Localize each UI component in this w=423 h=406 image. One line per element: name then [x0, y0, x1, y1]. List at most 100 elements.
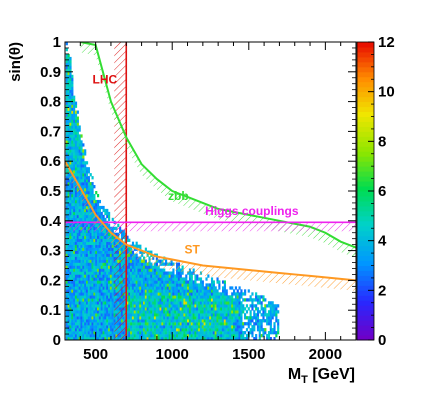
heatmap-cell [97, 283, 100, 287]
heatmap-cell [97, 235, 100, 239]
heatmap-cell [198, 319, 201, 323]
heatmap-cell [104, 286, 107, 290]
heatmap-cell [233, 337, 236, 340]
heatmap-cell [82, 214, 85, 219]
heatmap-cell [73, 259, 76, 263]
heatmap-cell [229, 295, 232, 299]
heatmap-cell [198, 313, 201, 317]
heatmap-cell [74, 289, 78, 293]
heatmap-cell [255, 334, 258, 338]
heatmap-cell [146, 316, 149, 320]
heatmap-cell [89, 292, 92, 296]
heatmap-cell [106, 295, 109, 299]
heatmap-cell [102, 298, 105, 302]
heatmap-cell [137, 322, 140, 326]
heatmap-cell [183, 295, 186, 299]
heatmap-cell [152, 268, 155, 272]
heatmap-cell [192, 337, 195, 340]
heatmap-cell [111, 307, 114, 311]
heatmap-cell [205, 292, 208, 296]
heatmap-cell [157, 298, 160, 302]
heatmap-cell [266, 319, 269, 323]
heatmap-cell [210, 292, 214, 296]
heatmap-cell [185, 283, 188, 287]
heatmap-cell [260, 304, 263, 308]
heatmap-cell [203, 337, 206, 340]
heatmap-cell [65, 328, 68, 332]
heatmap-cell [223, 292, 226, 296]
heatmap-cell [97, 289, 100, 293]
heatmap-cell [212, 319, 215, 323]
heatmap-cell [159, 277, 162, 281]
heatmap-cell [111, 280, 114, 284]
heatmap-cell [135, 262, 138, 266]
heatmap-cell [174, 319, 177, 323]
heatmap-cell [264, 319, 267, 323]
heatmap-cell [137, 313, 140, 317]
heatmap-cell [221, 304, 225, 308]
heatmap-cell [73, 161, 76, 165]
heatmap-cell [139, 292, 142, 296]
heatmap-cell [212, 301, 215, 305]
heatmap-cell [76, 170, 79, 174]
heatmap-cell [133, 325, 136, 329]
heatmap-cell [170, 292, 173, 296]
heatmap-cell [277, 310, 280, 314]
heatmap-cell [231, 301, 234, 305]
colorbar-segment [357, 305, 374, 311]
heatmap-cell [82, 241, 85, 245]
heatmap-cell [65, 83, 68, 87]
heatmap-cell [266, 304, 269, 308]
heatmap-cell [74, 283, 78, 287]
heatmap-cell [229, 316, 232, 320]
heatmap-cell [87, 322, 90, 326]
heatmap-cell [65, 277, 68, 281]
heatmap-cell [87, 229, 90, 234]
heatmap-cell [128, 280, 131, 284]
heatmap-cell [71, 140, 74, 144]
heatmap-cell [163, 271, 166, 275]
heatmap-cell [190, 295, 193, 299]
heatmap-cell [67, 196, 70, 201]
heatmap-cell [104, 331, 107, 335]
heatmap-cell [269, 319, 272, 323]
heatmap-cell [69, 322, 72, 326]
heatmap-cell [165, 283, 168, 287]
heatmap-cell [69, 164, 72, 168]
heatmap-cell [266, 322, 269, 326]
heatmap-cell [128, 322, 131, 326]
heatmap-cell [74, 211, 78, 216]
heatmap-cell [133, 292, 136, 296]
heatmap-cell [238, 307, 241, 311]
heatmap-cell [102, 208, 105, 213]
heatmap-cell [148, 334, 151, 338]
heatmap-cell [181, 301, 184, 305]
heatmap-cell [67, 202, 70, 207]
heatmap-cell [109, 334, 113, 338]
heatmap-cell [131, 328, 135, 332]
heatmap-cell [131, 265, 135, 269]
heatmap-cell [67, 199, 70, 204]
heatmap-cell [196, 283, 199, 287]
heatmap-cell [185, 295, 188, 299]
heatmap-cell [71, 167, 74, 171]
heatmap-cell [177, 310, 181, 314]
heatmap-cell [205, 337, 208, 340]
heatmap-cell [144, 298, 147, 302]
heatmap-cell [73, 307, 76, 311]
heatmap-cell [65, 191, 68, 195]
heatmap-cell [225, 304, 228, 308]
heatmap-cell [172, 328, 175, 332]
heatmap-cell [109, 274, 113, 278]
heatmap-cell [155, 310, 158, 314]
heatmap-cell [209, 319, 212, 323]
heatmap-cell [93, 244, 96, 248]
heatmap-cell [73, 164, 76, 168]
heatmap-cell [141, 286, 144, 290]
heatmap-cell [97, 322, 100, 326]
heatmap-cell [74, 161, 78, 165]
heatmap-cell [209, 289, 212, 293]
heatmap-cell [163, 286, 166, 290]
heatmap-cell [98, 280, 101, 284]
heatmap-cell [67, 92, 70, 96]
